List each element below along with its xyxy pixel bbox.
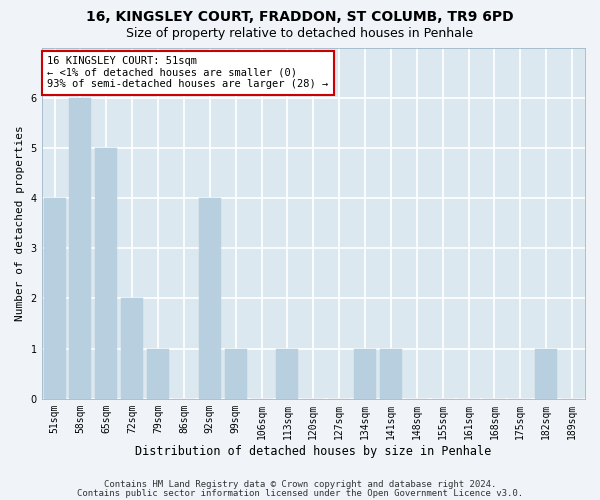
Text: Contains HM Land Registry data © Crown copyright and database right 2024.: Contains HM Land Registry data © Crown c… (104, 480, 496, 489)
Bar (354, 348, 376, 399)
X-axis label: Distribution of detached houses by size in Penhale: Distribution of detached houses by size … (135, 444, 491, 458)
Y-axis label: Number of detached properties: Number of detached properties (15, 126, 25, 321)
Bar (95, 148, 118, 399)
Bar (277, 348, 298, 399)
Bar (380, 348, 402, 399)
Text: 16 KINGSLEY COURT: 51sqm
← <1% of detached houses are smaller (0)
93% of semi-de: 16 KINGSLEY COURT: 51sqm ← <1% of detach… (47, 56, 328, 90)
Bar (225, 348, 247, 399)
Text: Contains public sector information licensed under the Open Government Licence v3: Contains public sector information licen… (77, 488, 523, 498)
Bar (535, 348, 557, 399)
Bar (147, 348, 169, 399)
Bar (70, 98, 91, 399)
Text: Size of property relative to detached houses in Penhale: Size of property relative to detached ho… (127, 28, 473, 40)
Bar (199, 198, 221, 399)
Bar (121, 298, 143, 399)
Text: 16, KINGSLEY COURT, FRADDON, ST COLUMB, TR9 6PD: 16, KINGSLEY COURT, FRADDON, ST COLUMB, … (86, 10, 514, 24)
Bar (44, 198, 65, 399)
